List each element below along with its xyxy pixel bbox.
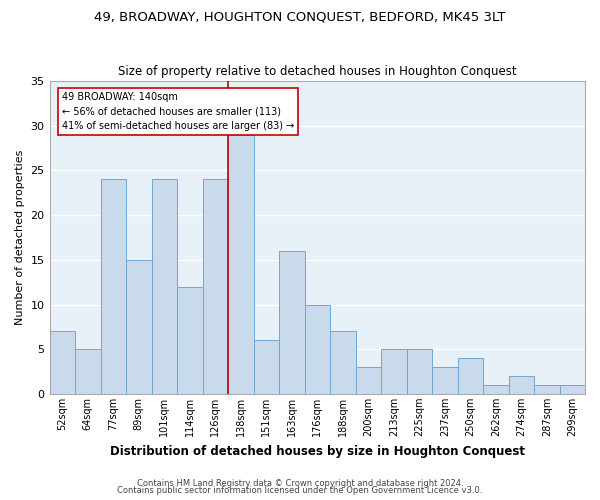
Bar (228, 134, 254, 394)
Y-axis label: Number of detached properties: Number of detached properties (15, 150, 25, 325)
Bar (407, 349, 432, 394)
Bar (560, 385, 585, 394)
Title: Size of property relative to detached houses in Houghton Conquest: Size of property relative to detached ho… (118, 66, 517, 78)
Bar (483, 385, 509, 394)
Bar (75, 349, 101, 394)
Bar (50, 332, 75, 394)
Bar (203, 180, 228, 394)
Text: Contains HM Land Registry data © Crown copyright and database right 2024.: Contains HM Land Registry data © Crown c… (137, 478, 463, 488)
Text: 49, BROADWAY, HOUGHTON CONQUEST, BEDFORD, MK45 3LT: 49, BROADWAY, HOUGHTON CONQUEST, BEDFORD… (94, 10, 506, 23)
Bar (432, 367, 458, 394)
Bar (330, 332, 356, 394)
Bar (101, 180, 126, 394)
Text: 49 BROADWAY: 140sqm
← 56% of detached houses are smaller (113)
41% of semi-detac: 49 BROADWAY: 140sqm ← 56% of detached ho… (62, 92, 295, 132)
Bar (279, 251, 305, 394)
Bar (458, 358, 483, 394)
Bar (509, 376, 534, 394)
Text: Contains public sector information licensed under the Open Government Licence v3: Contains public sector information licen… (118, 486, 482, 495)
Bar (177, 286, 203, 394)
Bar (534, 385, 560, 394)
Bar (126, 260, 152, 394)
Bar (254, 340, 279, 394)
Bar (305, 304, 330, 394)
Bar (356, 367, 381, 394)
X-axis label: Distribution of detached houses by size in Houghton Conquest: Distribution of detached houses by size … (110, 444, 525, 458)
Bar (152, 180, 177, 394)
Bar (381, 349, 407, 394)
